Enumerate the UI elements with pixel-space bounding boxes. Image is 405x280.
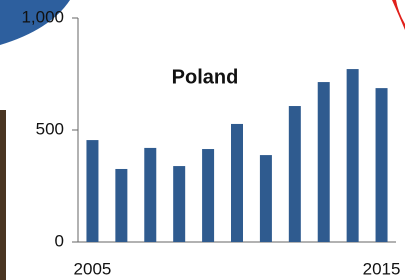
- bar: [347, 69, 359, 242]
- bar: [173, 166, 185, 242]
- bar: [115, 169, 127, 242]
- bar: [318, 82, 330, 242]
- bar: [376, 88, 388, 242]
- y-tick-label: 0: [55, 231, 64, 250]
- y-tick-label: 1,000: [21, 7, 64, 26]
- x-tick-label: 2015: [363, 259, 401, 278]
- x-tick-label: 2005: [74, 259, 112, 278]
- bar: [86, 140, 98, 242]
- bar: [202, 149, 214, 242]
- page: Poland 05001,00020052015 (() => { const …: [0, 0, 405, 280]
- bar: [144, 148, 156, 242]
- left-strip: [0, 110, 6, 280]
- bar: [289, 106, 301, 242]
- bar: [231, 124, 243, 242]
- bar: [260, 155, 272, 242]
- y-tick-label: 500: [36, 119, 64, 138]
- chart: Poland 0 500 1,000 2005 2015: [0, 0, 405, 280]
- chart-title: Poland: [172, 66, 239, 88]
